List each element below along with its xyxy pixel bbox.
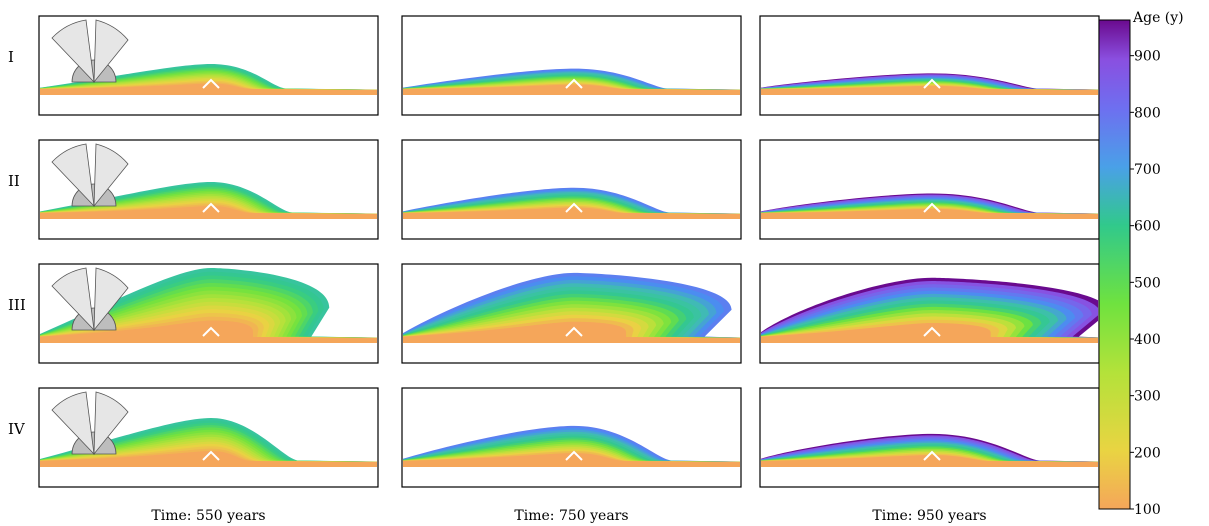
age-layer bbox=[403, 84, 740, 96]
fold-mark bbox=[565, 326, 583, 337]
fan-icon bbox=[51, 19, 129, 84]
fold-mark bbox=[202, 450, 220, 461]
fold-mark bbox=[202, 78, 220, 89]
row-label-I: I bbox=[8, 48, 14, 66]
below-surface bbox=[40, 95, 377, 114]
colorbar-tick-label: 800 bbox=[1134, 105, 1161, 121]
age-layer bbox=[403, 321, 740, 344]
panel-III-550 bbox=[38, 263, 379, 364]
below-surface bbox=[761, 343, 1098, 362]
colorbar-tick-label: 500 bbox=[1134, 275, 1161, 291]
age-layer bbox=[761, 208, 1098, 220]
age-layer bbox=[403, 452, 740, 468]
fold-mark bbox=[923, 202, 941, 213]
panel-IV-750 bbox=[401, 387, 742, 488]
column-label: Time: 750 years bbox=[514, 508, 628, 524]
column-label: Time: 550 years bbox=[151, 508, 265, 524]
below-surface bbox=[40, 467, 377, 486]
below-surface bbox=[40, 343, 377, 362]
panel-I-750 bbox=[401, 15, 742, 116]
below-surface bbox=[403, 343, 740, 362]
age-layer bbox=[761, 322, 1098, 344]
colorbar-tick-label: 700 bbox=[1134, 162, 1161, 178]
fold-mark bbox=[923, 450, 941, 461]
fold-mark bbox=[923, 326, 941, 337]
panel-I-550 bbox=[38, 15, 379, 116]
panel-II-750 bbox=[401, 139, 742, 240]
row-label-IV: IV bbox=[8, 420, 26, 438]
colorbar-title: Age (y) bbox=[1132, 10, 1184, 26]
fan-icon bbox=[51, 143, 129, 208]
panel-III-950 bbox=[759, 263, 1100, 364]
colorbar-tick-label: 200 bbox=[1134, 445, 1161, 461]
fold-mark bbox=[565, 78, 583, 89]
colorbar-tick-label: 100 bbox=[1134, 502, 1161, 518]
age-layer bbox=[40, 451, 377, 468]
age-layer bbox=[761, 85, 1098, 96]
colorbar-tick-label: 600 bbox=[1134, 219, 1161, 235]
panel-II-950 bbox=[759, 139, 1100, 240]
panel-IV-950 bbox=[759, 387, 1100, 488]
colorbar-gradient bbox=[1098, 19, 1131, 510]
age-layer bbox=[761, 454, 1098, 468]
panel-IV-550 bbox=[38, 387, 379, 488]
fan-icon bbox=[51, 267, 129, 332]
panel-II-550 bbox=[38, 139, 379, 240]
age-layer bbox=[40, 206, 377, 220]
colorbar-tick-label: 900 bbox=[1134, 49, 1161, 65]
colorbar: Age (y) 100 200 300 400 500 600 700 800 900 bbox=[1098, 10, 1184, 518]
below-surface bbox=[403, 467, 740, 486]
panel-I-950 bbox=[759, 15, 1100, 116]
below-surface bbox=[761, 467, 1098, 486]
fold-mark bbox=[202, 202, 220, 213]
below-surface bbox=[761, 95, 1098, 114]
colorbar-tick-label: 300 bbox=[1134, 389, 1161, 405]
age-layer bbox=[403, 207, 740, 220]
below-surface bbox=[403, 95, 740, 114]
below-surface bbox=[403, 219, 740, 238]
fold-mark bbox=[565, 450, 583, 461]
fold-mark bbox=[565, 202, 583, 213]
colorbar-tick-label: 400 bbox=[1134, 332, 1161, 348]
below-surface bbox=[40, 219, 377, 238]
panel-III-750 bbox=[401, 263, 742, 364]
row-label-II: II bbox=[8, 172, 20, 190]
row-label-III: III bbox=[8, 296, 26, 314]
age-layer bbox=[40, 320, 377, 344]
fan-icon bbox=[51, 391, 129, 456]
below-surface bbox=[761, 219, 1098, 238]
fold-mark bbox=[202, 326, 220, 337]
age-layer bbox=[40, 83, 377, 96]
fold-mark bbox=[923, 78, 941, 89]
column-label: Time: 950 years bbox=[872, 508, 986, 524]
